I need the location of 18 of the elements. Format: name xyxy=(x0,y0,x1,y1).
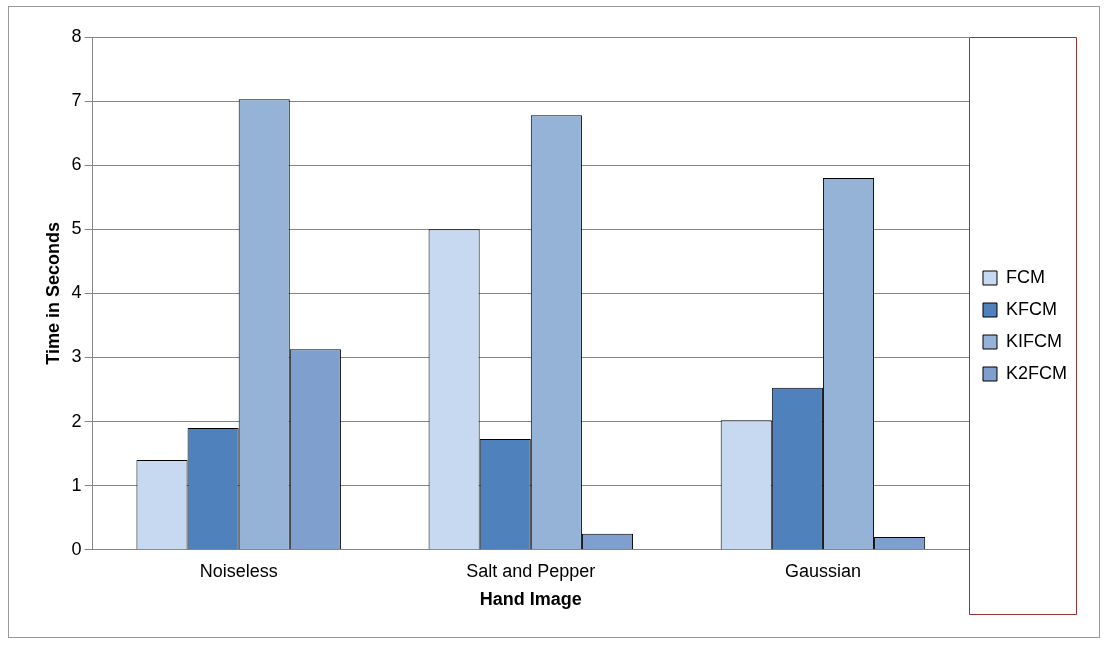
y-tick-label: 5 xyxy=(71,218,82,239)
y-tick-label: 7 xyxy=(71,90,82,111)
y-tick-label: 4 xyxy=(71,282,82,303)
y-tick-label: 3 xyxy=(71,346,82,367)
legend-label: KIFCM xyxy=(1006,330,1062,351)
y-tick-label: 0 xyxy=(71,538,82,559)
x-axis-title: Hand Image xyxy=(479,589,582,610)
x-tick-label: Salt and Pepper xyxy=(466,560,596,581)
y-tick-label: 1 xyxy=(71,474,82,495)
legend-label: K2FCM xyxy=(1006,362,1068,383)
x-tick-label: Noiseless xyxy=(199,560,278,581)
legend-label: FCM xyxy=(1006,266,1045,287)
y-axis-title: Time in Seconds xyxy=(42,222,63,365)
y-tick-label: 8 xyxy=(71,25,82,46)
legend-label: KFCM xyxy=(1006,298,1057,319)
y-tick-label: 2 xyxy=(71,410,82,431)
y-tick-label: 6 xyxy=(71,154,82,175)
x-tick-label: Gaussian xyxy=(784,560,861,581)
